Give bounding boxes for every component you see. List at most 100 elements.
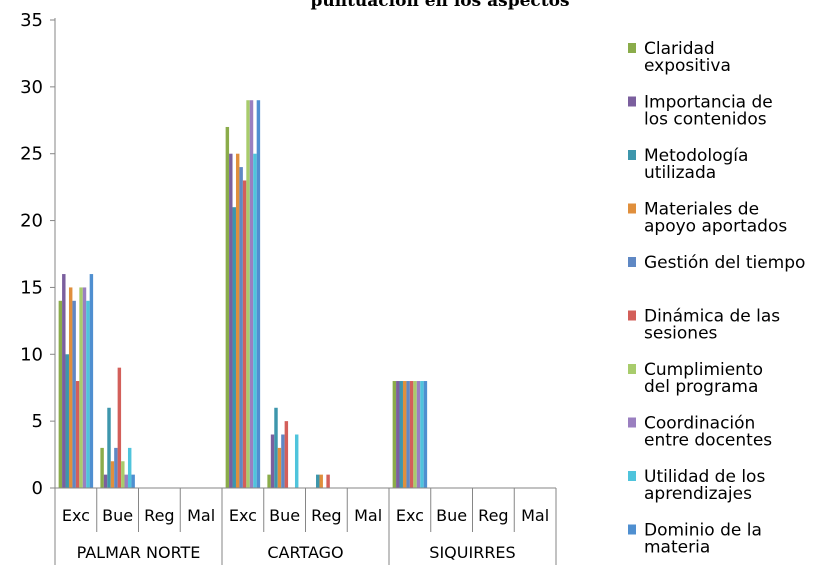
x-group-label: PALMAR NORTE	[77, 543, 201, 562]
bar	[256, 100, 261, 488]
y-tick-label: 30	[20, 77, 43, 98]
bar	[103, 474, 108, 488]
x-group-label: SIQUIRRES	[429, 543, 515, 562]
legend-label: Gestión del tiempo	[644, 253, 805, 273]
x-category-label: Exc	[396, 506, 424, 525]
legend-label: apoyo aportados	[644, 217, 787, 237]
legend-label: Cumplimiento	[644, 360, 763, 380]
legend-swatch	[628, 310, 636, 321]
legend-label: Materiales de	[644, 200, 759, 220]
legend-label: sesiones	[644, 324, 718, 344]
bar	[413, 381, 417, 488]
legend-label: materia	[644, 538, 710, 558]
bar	[416, 381, 421, 488]
legend-swatch	[628, 150, 636, 160]
bar	[86, 300, 90, 488]
legend-label: del programa	[644, 377, 758, 397]
bar	[110, 461, 115, 488]
bar	[274, 407, 278, 488]
legend-label: entre docentes	[644, 431, 772, 451]
legend-label: los contenidos	[644, 110, 767, 130]
bar	[392, 381, 397, 488]
y-tick-label: 10	[20, 344, 43, 365]
bar	[114, 447, 118, 488]
bar	[65, 354, 69, 488]
bar	[267, 474, 271, 488]
bar	[316, 474, 320, 488]
x-category-label: Mal	[187, 506, 215, 525]
bar	[121, 461, 125, 488]
legend-label: Coordinación	[644, 414, 755, 434]
legend-swatch	[628, 203, 636, 214]
bar	[75, 381, 80, 488]
axes-layer: 0 5 10 15 20 25 30 35 Exc Bue Reg Mal Exc Bue Reg Mal Ex…	[20, 10, 557, 565]
bar	[68, 287, 73, 488]
legend-swatch	[628, 364, 636, 374]
bar	[270, 434, 275, 488]
bar	[127, 447, 132, 488]
bar	[319, 474, 323, 488]
legend-swatch	[628, 417, 636, 428]
bar	[79, 287, 83, 488]
bar	[253, 153, 257, 488]
bar	[229, 153, 233, 488]
y-tick-label: 15	[20, 277, 43, 298]
bar	[124, 474, 128, 488]
x-category-label: Reg	[144, 506, 174, 525]
x-category-label: Mal	[354, 506, 382, 525]
bar	[72, 300, 76, 488]
x-category-label: Reg	[311, 506, 341, 525]
legend-swatch	[628, 96, 636, 107]
y-tick-label: 25	[20, 144, 43, 165]
bars-layer	[58, 100, 428, 488]
bar	[225, 126, 230, 488]
legend-label: Claridad	[644, 39, 715, 59]
bar	[239, 167, 243, 488]
bar	[100, 447, 104, 488]
bar	[249, 100, 254, 488]
legend-label: aprendizajes	[644, 484, 752, 504]
x-category-label: Bue	[102, 506, 133, 525]
bar	[89, 274, 94, 488]
x-category-label: Bue	[436, 506, 467, 525]
bar	[406, 381, 410, 488]
bar	[284, 421, 289, 488]
legend-label: Dominio de la	[644, 521, 762, 541]
bar	[277, 447, 282, 488]
bar	[396, 381, 400, 488]
y-tick-label: 0	[32, 478, 43, 499]
bar	[281, 434, 285, 488]
bar	[326, 474, 330, 488]
bar	[420, 381, 424, 488]
y-tick-label: 20	[20, 211, 43, 232]
legend-swatch	[628, 43, 636, 53]
bar	[82, 287, 87, 488]
bar	[402, 381, 407, 488]
x-category-label: Mal	[521, 506, 549, 525]
y-tick-label: 35	[20, 10, 43, 31]
bar	[423, 381, 428, 488]
x-category-label: Exc	[229, 506, 257, 525]
bar	[117, 367, 122, 488]
bar	[246, 100, 250, 488]
legend-swatch	[628, 257, 636, 267]
bar	[399, 381, 403, 488]
legend-label: utilizada	[644, 163, 716, 183]
x-category-label: Exc	[62, 506, 90, 525]
bar	[232, 207, 236, 488]
bar	[235, 153, 240, 488]
legend-label: expositiva	[644, 56, 731, 76]
legend-label: Dinámica de las	[644, 307, 780, 327]
legend-label: Importancia de	[644, 93, 773, 113]
bar	[131, 474, 135, 488]
bar	[58, 300, 63, 488]
legend-label: Metodología	[644, 146, 748, 166]
x-group-label: CARTAGO	[267, 543, 343, 562]
bar	[62, 274, 66, 488]
legend-label: Utilidad de los	[644, 467, 765, 487]
bar	[107, 407, 111, 488]
x-category-label: Bue	[269, 506, 300, 525]
chart-title: puntuación en los aspectos	[310, 0, 569, 11]
